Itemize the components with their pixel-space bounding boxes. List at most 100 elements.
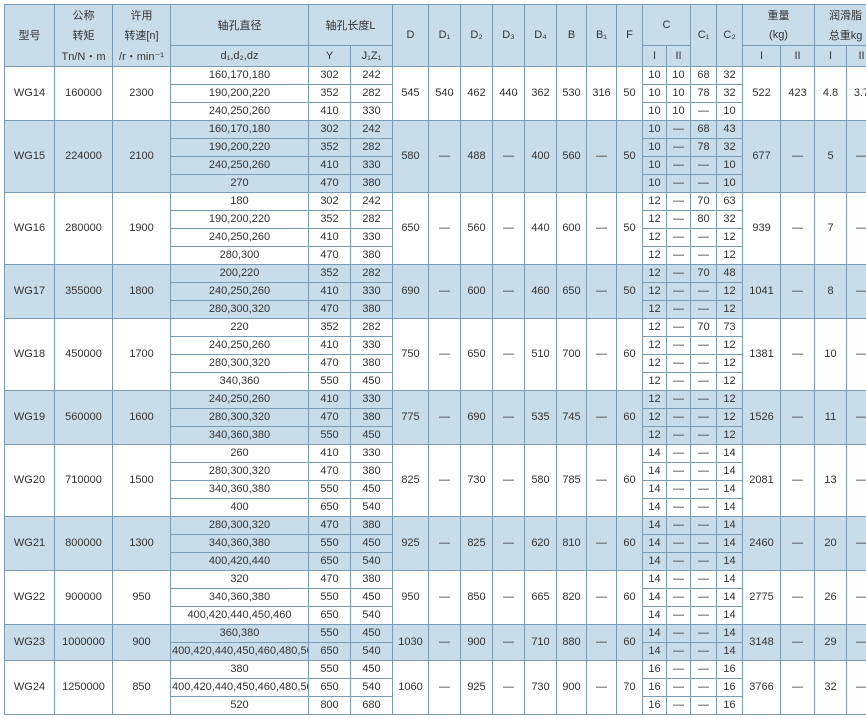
cell-C1: 70 (691, 192, 717, 210)
cell-Y: 550 (309, 426, 351, 444)
cell-Y: 650 (309, 606, 351, 624)
cell-CI: 16 (643, 678, 667, 696)
cell-CI: 12 (643, 228, 667, 246)
cell-d: 280,300 (171, 246, 309, 264)
cell-wII: — (781, 444, 815, 516)
cell-D2: 650 (461, 318, 493, 390)
cell-CI: 14 (643, 570, 667, 588)
cell-B1: — (587, 516, 617, 570)
cell-CII: — (667, 156, 691, 174)
cell-CI: 14 (643, 624, 667, 642)
table-body: WG141600002300160,170,180302242545540462… (5, 66, 866, 714)
cell-D: 775 (393, 390, 429, 444)
cell-J: 242 (351, 66, 393, 84)
table-header: 型号 公称 许用 轴孔直径 轴孔长度L D D₁ D₂ D₃ D₄ B B₁ F… (5, 5, 866, 67)
cell-C1: — (691, 426, 717, 444)
cell-C2: 14 (717, 480, 743, 498)
hdr-speed-unit: /r・min⁻¹ (113, 46, 171, 67)
cell-D1: — (429, 624, 461, 660)
cell-D4: 400 (525, 120, 557, 192)
cell-J: 540 (351, 642, 393, 660)
cell-Y: 550 (309, 534, 351, 552)
cell-torque: 160000 (55, 66, 113, 120)
cell-C1: — (691, 516, 717, 534)
cell-C1: 70 (691, 264, 717, 282)
cell-C2: 12 (717, 354, 743, 372)
cell-F: 50 (617, 264, 643, 318)
cell-D4: 535 (525, 390, 557, 444)
cell-d: 160,170,180 (171, 120, 309, 138)
cell-C2: 12 (717, 372, 743, 390)
cell-d: 240,250,260 (171, 156, 309, 174)
cell-C1: 70 (691, 318, 717, 336)
cell-gI: 26 (815, 570, 847, 624)
cell-C1: 80 (691, 210, 717, 228)
cell-D3: — (493, 660, 525, 714)
cell-D: 750 (393, 318, 429, 390)
cell-CII: — (667, 516, 691, 534)
cell-CII: — (667, 318, 691, 336)
cell-torque: 560000 (55, 390, 113, 444)
cell-D3: — (493, 318, 525, 390)
cell-d: 280,300,320 (171, 516, 309, 534)
cell-C2: 12 (717, 336, 743, 354)
cell-J: 330 (351, 282, 393, 300)
cell-C1: — (691, 228, 717, 246)
hdr-shaft-len-J: J₁Z₁ (351, 46, 393, 67)
cell-CI: 14 (643, 444, 667, 462)
cell-wI: 1041 (743, 264, 781, 318)
cell-J: 282 (351, 84, 393, 102)
cell-J: 380 (351, 570, 393, 588)
cell-torque: 280000 (55, 192, 113, 264)
cell-wI: 3766 (743, 660, 781, 714)
cell-C1: — (691, 336, 717, 354)
cell-d: 240,250,260 (171, 102, 309, 120)
cell-Y: 352 (309, 318, 351, 336)
cell-speed: 1900 (113, 192, 171, 264)
cell-CI: 12 (643, 426, 667, 444)
cell-gI: 7 (815, 192, 847, 264)
cell-J: 450 (351, 624, 393, 642)
cell-wI: 939 (743, 192, 781, 264)
cell-J: 540 (351, 498, 393, 516)
cell-J: 450 (351, 534, 393, 552)
hdr-torque-2: 转矩 (55, 25, 113, 46)
cell-gI: 10 (815, 318, 847, 390)
hdr-C1: C₁ (691, 5, 717, 67)
cell-Y: 410 (309, 444, 351, 462)
cell-Y: 550 (309, 480, 351, 498)
cell-D1: — (429, 660, 461, 714)
cell-Y: 470 (309, 570, 351, 588)
cell-Y: 352 (309, 264, 351, 282)
hdr-shaft-diam-sub: d₁,d₂,dz (171, 46, 309, 67)
cell-C2: 43 (717, 120, 743, 138)
cell-model: WG17 (5, 264, 55, 318)
cell-CI: 14 (643, 516, 667, 534)
cell-torque: 450000 (55, 318, 113, 390)
cell-B1: — (587, 624, 617, 660)
cell-torque: 1250000 (55, 660, 113, 714)
cell-Y: 302 (309, 66, 351, 84)
cell-B: 560 (557, 120, 587, 192)
cell-C1: — (691, 642, 717, 660)
cell-C2: 14 (717, 552, 743, 570)
cell-gII: — (847, 318, 866, 390)
cell-B1: — (587, 264, 617, 318)
table-row: WG184500001700220352282750—650—510700—60… (5, 318, 866, 336)
cell-CII: — (667, 408, 691, 426)
cell-D2: 730 (461, 444, 493, 516)
table-row: WG207100001500260410330825—730—580785—60… (5, 444, 866, 462)
cell-C1: — (691, 462, 717, 480)
cell-C1: — (691, 606, 717, 624)
cell-d: 180 (171, 192, 309, 210)
table-row: WG195600001600240,250,260410330775—690—5… (5, 390, 866, 408)
hdr-D3: D₃ (493, 5, 525, 67)
hdr-model: 型号 (5, 5, 55, 67)
cell-B1: 316 (587, 66, 617, 120)
cell-C1: — (691, 498, 717, 516)
cell-model: WG24 (5, 660, 55, 714)
cell-Y: 470 (309, 462, 351, 480)
cell-CII: — (667, 138, 691, 156)
cell-Y: 650 (309, 678, 351, 696)
cell-gI: 11 (815, 390, 847, 444)
